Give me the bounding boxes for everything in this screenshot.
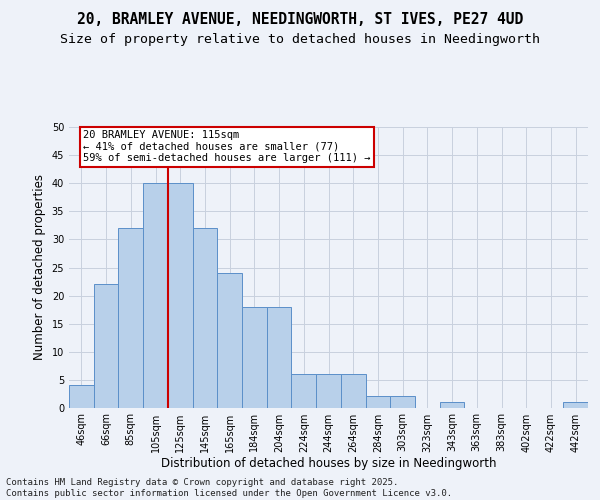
- Text: Contains HM Land Registry data © Crown copyright and database right 2025.
Contai: Contains HM Land Registry data © Crown c…: [6, 478, 452, 498]
- Y-axis label: Number of detached properties: Number of detached properties: [33, 174, 46, 360]
- Bar: [365, 396, 390, 407]
- Bar: [440, 402, 464, 407]
- Bar: [118, 228, 143, 408]
- Bar: [341, 374, 365, 408]
- Bar: [267, 306, 292, 408]
- Bar: [143, 184, 168, 408]
- Bar: [316, 374, 341, 408]
- Bar: [563, 402, 588, 407]
- Bar: [217, 273, 242, 407]
- Text: 20 BRAMLEY AVENUE: 115sqm
← 41% of detached houses are smaller (77)
59% of semi-: 20 BRAMLEY AVENUE: 115sqm ← 41% of detac…: [83, 130, 371, 164]
- Bar: [69, 385, 94, 407]
- Bar: [94, 284, 118, 408]
- Text: Size of property relative to detached houses in Needingworth: Size of property relative to detached ho…: [60, 32, 540, 46]
- X-axis label: Distribution of detached houses by size in Needingworth: Distribution of detached houses by size …: [161, 458, 496, 470]
- Bar: [390, 396, 415, 407]
- Bar: [242, 306, 267, 408]
- Bar: [168, 184, 193, 408]
- Bar: [292, 374, 316, 408]
- Text: 20, BRAMLEY AVENUE, NEEDINGWORTH, ST IVES, PE27 4UD: 20, BRAMLEY AVENUE, NEEDINGWORTH, ST IVE…: [77, 12, 523, 28]
- Bar: [193, 228, 217, 408]
